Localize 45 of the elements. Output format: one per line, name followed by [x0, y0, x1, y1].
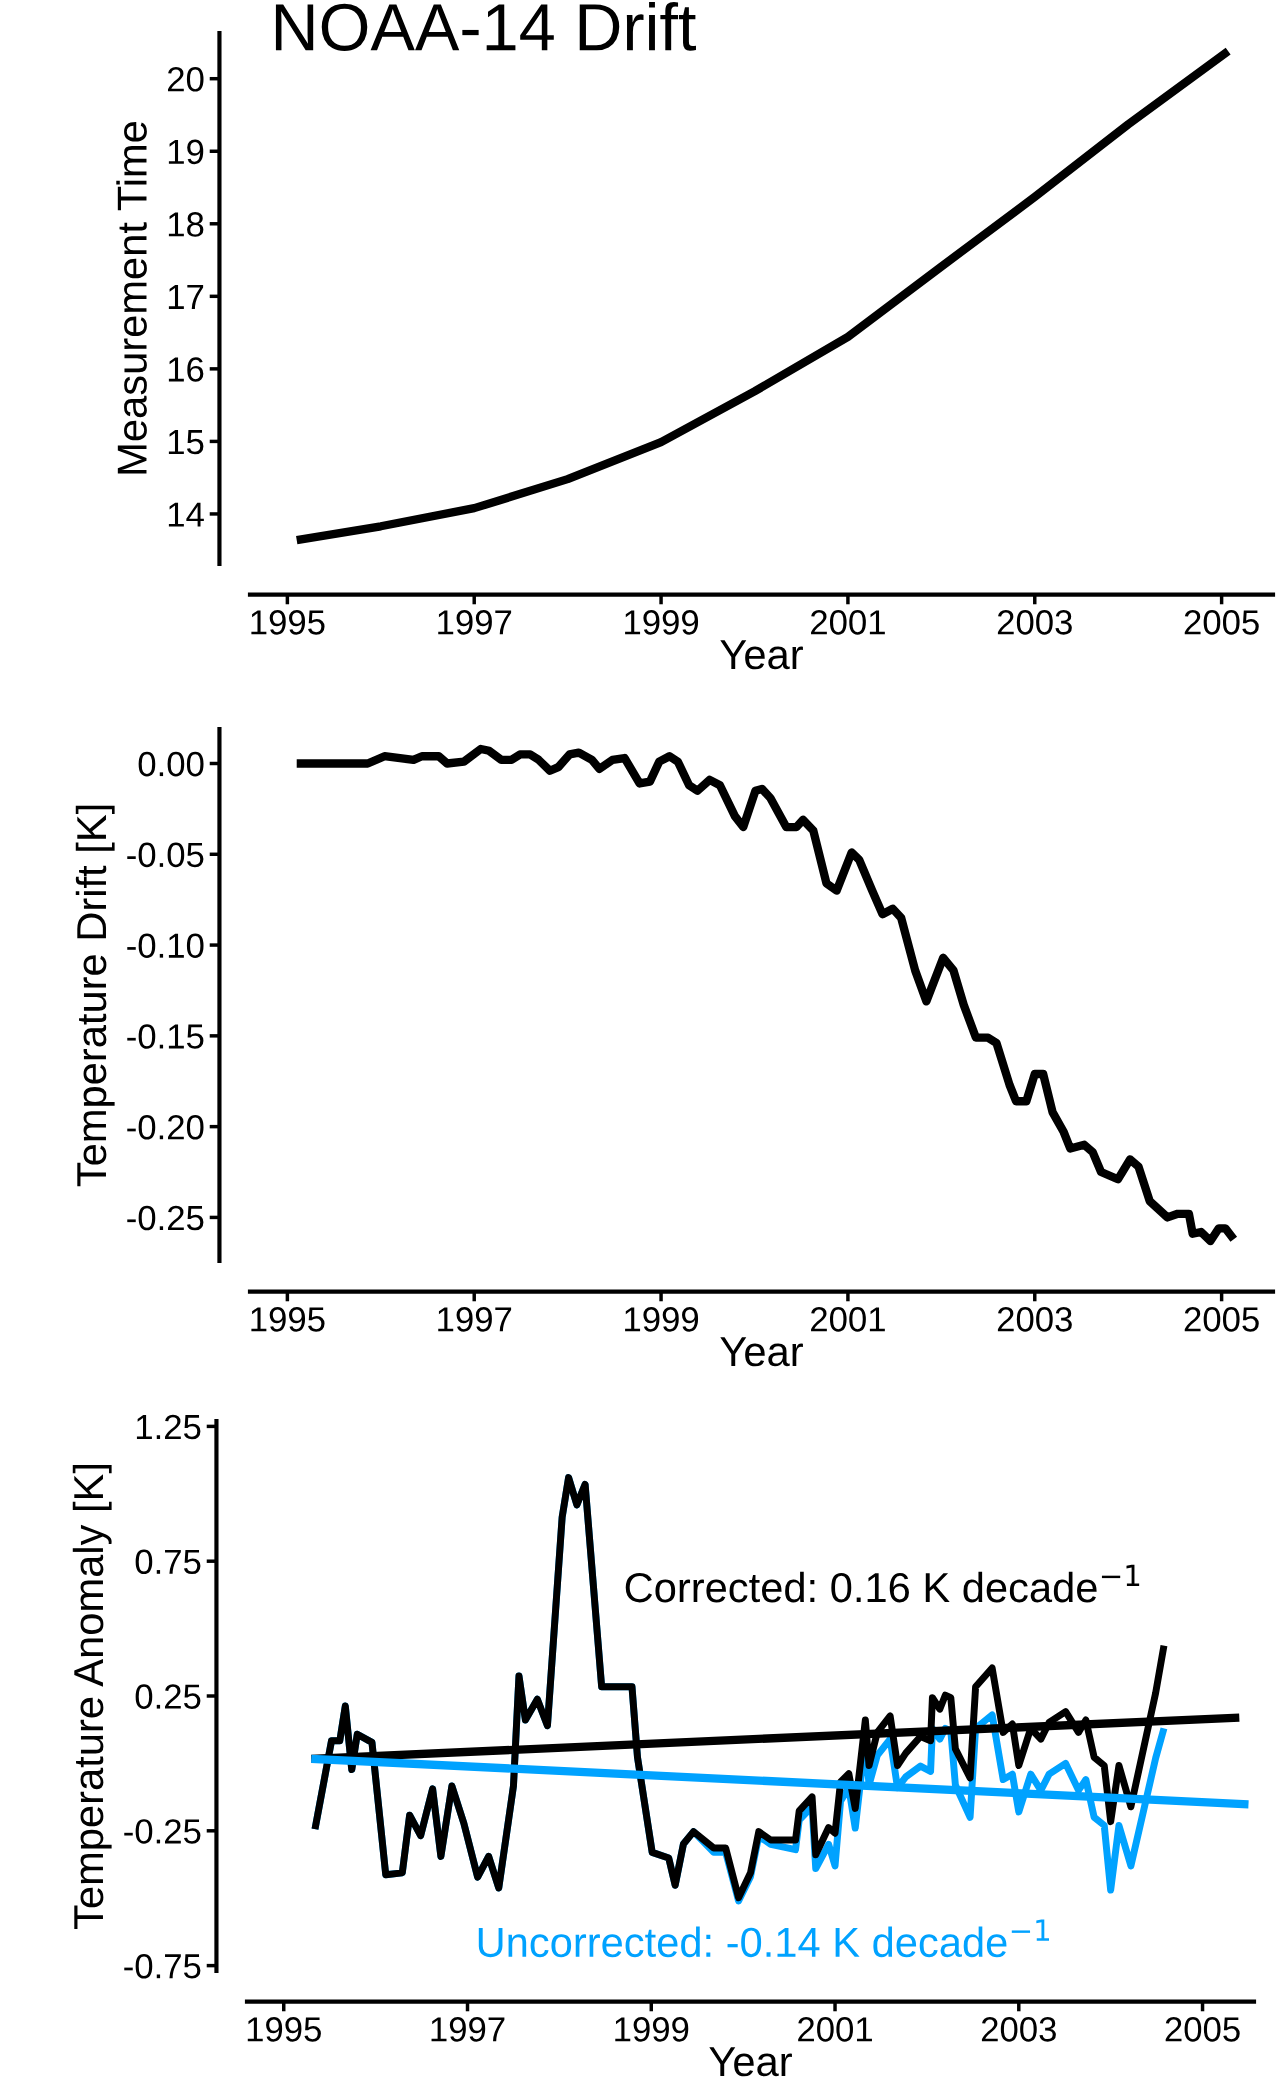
- x-tick-label: 2001: [811, 610, 885, 635]
- x-tick-label: 1995: [247, 2017, 321, 2042]
- x-tick-label: 2005: [1165, 2017, 1240, 2042]
- x-axis-title: Year: [709, 2047, 792, 2077]
- y-tick-label: 19: [168, 139, 204, 165]
- chart-title: NOAA-14 Drift: [275, 1, 696, 51]
- x-tick-label: 1999: [615, 2017, 689, 2042]
- x-tick-label: 1997: [431, 2017, 505, 2042]
- x-tick-label: 2005: [1184, 1307, 1259, 1332]
- y-tick-label: -0.20: [127, 1114, 204, 1140]
- y-tick-label: -0.05: [127, 842, 204, 868]
- y-tick-label: 18: [168, 212, 204, 237]
- x-tick-label: 1995: [251, 1307, 325, 1332]
- y-tick-label: -0.25: [127, 1205, 204, 1231]
- y-axis-title: Measurement Time: [116, 122, 147, 474]
- y-tick-label: 17: [168, 285, 204, 309]
- y-tick-label: 15: [168, 430, 204, 455]
- x-tick-label: 2001: [811, 1307, 885, 1332]
- x-axis-title: Year: [720, 1337, 803, 1367]
- y-tick-label: 14: [168, 502, 204, 527]
- y-tick-label: 0.25: [135, 1684, 201, 1709]
- y-tick-label: -0.10: [127, 933, 204, 958]
- x-tick-label: 1995: [251, 610, 325, 635]
- x-tick-label: 2003: [981, 2017, 1056, 2042]
- y-tick-label: -0.25: [124, 1819, 201, 1844]
- x-tick-label: 1999: [625, 610, 699, 635]
- y-axis-title: Temperature Anomaly [K]: [72, 1465, 112, 1929]
- y-tick-label: 20: [167, 67, 204, 92]
- x-tick-label: 1997: [438, 610, 512, 635]
- y-tick-label: 0.00: [138, 751, 204, 777]
- x-axis-title: Year: [720, 640, 803, 670]
- x-tick-label: 1999: [625, 1307, 699, 1332]
- y-tick-label: -0.75: [124, 1953, 201, 1979]
- y-axis-title: Temperature Drift [K]: [75, 805, 115, 1187]
- x-tick-label: 2005: [1184, 610, 1259, 635]
- x-tick-label: 2003: [997, 610, 1072, 635]
- x-tick-label: 2003: [997, 1307, 1072, 1332]
- y-tick-label: 0.75: [135, 1549, 201, 1575]
- x-tick-label: 2001: [798, 2017, 872, 2042]
- x-tick-label: 1997: [438, 1307, 512, 1332]
- y-tick-label: 1.25: [136, 1414, 201, 1440]
- y-tick-label: 16: [168, 357, 204, 382]
- y-tick-label: -0.15: [127, 1024, 204, 1049]
- text: Uncorrected: -0.14 K decade$^{−1}$: [478, 1919, 1050, 1958]
- text: Corrected: 0.16 K decade$^{−1}$: [625, 1564, 1140, 1603]
